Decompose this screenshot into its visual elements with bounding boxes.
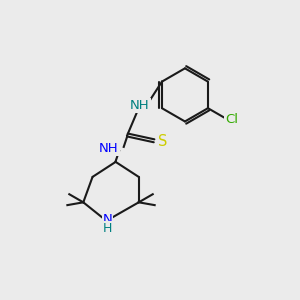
Text: Cl: Cl [225,113,238,126]
Text: H: H [103,222,112,235]
Text: N: N [103,213,112,226]
Text: NH: NH [99,142,118,154]
Text: S: S [158,134,167,149]
Text: NH: NH [130,99,150,112]
